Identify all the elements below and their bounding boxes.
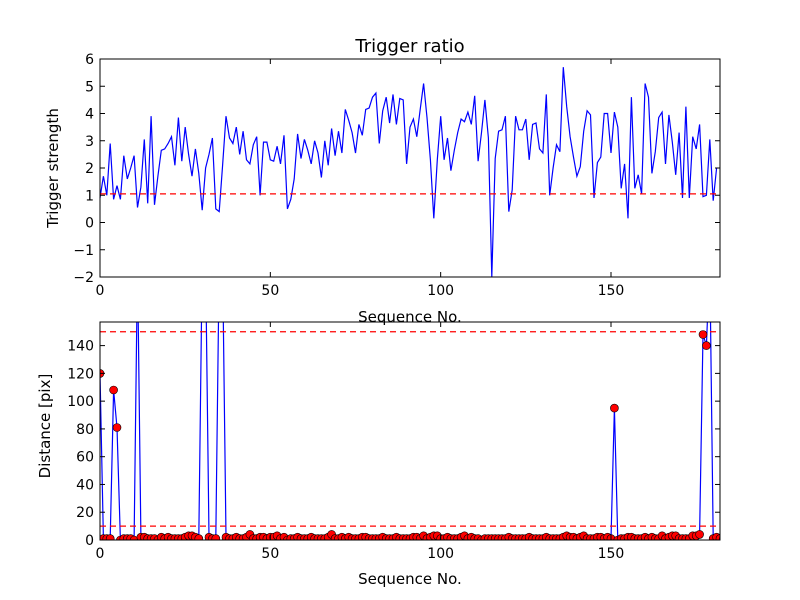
top-x-tick-label: 150 (598, 283, 625, 299)
top-y-tick-label: 4 (85, 107, 94, 123)
bottom-y-tick-label: 80 (76, 422, 94, 438)
y-axis-label-top: Trigger strength (44, 108, 62, 229)
bottom-y-tick-label: 40 (76, 477, 94, 493)
top-x-tick-label: 0 (96, 283, 105, 299)
bottom-y-tick-label: 20 (76, 505, 94, 521)
top-y-tick-label: 2 (85, 161, 94, 177)
bottom-y-tick-label: 100 (67, 394, 94, 410)
bottom-x-tick-label: 50 (261, 546, 279, 562)
distance-point (109, 385, 118, 395)
distance-point (695, 530, 704, 539)
top-y-tick-label: 1 (85, 188, 94, 204)
bottom-plot-area (100, 322, 720, 540)
chart-distance: 0 50 100 150 0 20 40 60 80 100 120 140 Sequence No.… (36, 321, 721, 588)
bottom-x-tick-label: 100 (427, 546, 454, 562)
chart-title: Trigger ratio (354, 36, 464, 57)
trigger-strength-line (99, 67, 718, 278)
x-axis-label-bottom: Sequence No. (358, 570, 462, 588)
distance-point (702, 341, 711, 350)
distance-point (194, 534, 204, 540)
distance-point (211, 534, 221, 540)
bottom-y-tick-label: 140 (67, 339, 94, 355)
bottom-y-tick-label: 120 (67, 366, 94, 382)
bottom-x-tick-label: 150 (598, 546, 625, 562)
bottom-y-tick-label: 0 (85, 533, 94, 549)
top-y-tick-label: 0 (85, 216, 94, 232)
top-y-tick-label: 5 (85, 79, 94, 95)
distance-point (698, 330, 708, 339)
distance-point (112, 423, 122, 432)
y-axis-label-bottom: Distance [pix] (36, 374, 54, 479)
distance-point (715, 534, 720, 540)
plot-frame-bottom (99, 321, 721, 541)
top-y-tick-label: −1 (73, 243, 94, 259)
distance-point (610, 403, 619, 413)
top-x-tick-label: 50 (261, 283, 279, 299)
top-y-tick-label: −2 (73, 270, 94, 286)
distance-point (129, 535, 139, 540)
bottom-y-tick-label: 60 (76, 450, 94, 466)
x-axis-label-top: Sequence No. (358, 308, 462, 326)
distance-point (105, 534, 115, 540)
top-y-tick-label: 6 (85, 52, 94, 68)
top-y-tick-label: 3 (85, 134, 94, 150)
top-x-tick-label: 100 (427, 283, 454, 299)
bottom-x-tick-label: 0 (96, 546, 105, 562)
